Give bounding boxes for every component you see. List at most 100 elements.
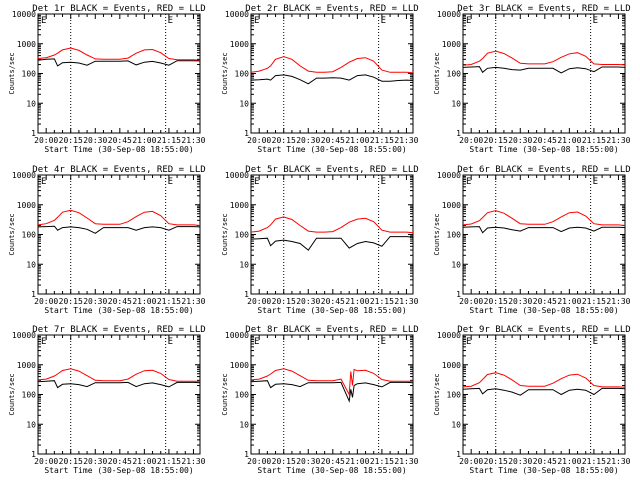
x-tick-label: 21:00 <box>557 297 581 306</box>
x-tick-label: 20:15 <box>59 297 83 306</box>
events-series-line <box>250 74 414 85</box>
events-series-line <box>37 380 201 389</box>
y-axis-label: Counts/sec <box>433 373 441 415</box>
y-tick-label: 1 <box>456 129 461 138</box>
corner-mark: E <box>41 337 46 347</box>
y-tick-label: 1 <box>244 129 249 138</box>
x-tick-label: 21:15 <box>157 457 181 466</box>
x-tick-label: 21:15 <box>370 457 394 466</box>
x-tick-label: 21:15 <box>582 297 606 306</box>
x-tick-label: 20:30 <box>508 136 532 145</box>
y-tick-label: 1000 <box>17 361 36 370</box>
x-tick-label: 20:30 <box>83 457 107 466</box>
y-tick-label: 10000 <box>12 171 36 180</box>
x-tick-label: 21:00 <box>557 457 581 466</box>
events-series-line <box>462 226 626 234</box>
x-tick-label: 20:15 <box>484 136 508 145</box>
detector-panel: Det 9r BLACK = Events, RED = LLD 1 10 100 10… <box>433 325 631 475</box>
x-tick-label: 21:30 <box>181 136 205 145</box>
x-tick-label: 21:30 <box>394 297 418 306</box>
y-tick-label: 1000 <box>230 361 249 370</box>
x-tick-label: 20:00 <box>459 457 483 466</box>
y-tick-label: 1000 <box>17 40 36 49</box>
detector-panel: Det 7r BLACK = Events, RED = LLD 1 10 100 10… <box>8 325 206 475</box>
y-tick-label: 10 <box>26 420 36 429</box>
plot-title: Det 1r BLACK = Events, RED = LLD <box>32 4 205 14</box>
x-tick-label: 21:15 <box>582 457 606 466</box>
y-tick-label: 1 <box>244 290 249 299</box>
x-tick-label: 21:00 <box>132 297 156 306</box>
x-tick-label: 20:30 <box>508 457 532 466</box>
y-tick-label: 10000 <box>437 171 461 180</box>
y-tick-label: 10 <box>239 260 249 269</box>
x-tick-label: 20:45 <box>533 136 557 145</box>
x-tick-label: 21:30 <box>394 136 418 145</box>
detector-panel: Det 6r BLACK = Events, RED = LLD 1 10 100 10… <box>433 165 631 315</box>
y-tick-label: 100 <box>447 391 462 400</box>
x-tick-label: 20:30 <box>296 457 320 466</box>
detector-panel: Det 1r BLACK = Events, RED = LLD 1 10 100 10… <box>8 4 206 154</box>
x-tick-label: 21:00 <box>557 136 581 145</box>
corner-mark: E <box>466 337 471 347</box>
x-tick-label: 20:15 <box>272 457 296 466</box>
y-tick-label: 1 <box>456 290 461 299</box>
y-tick-label: 1000 <box>442 361 461 370</box>
lld-series-line <box>250 216 414 234</box>
y-tick-label: 1000 <box>230 201 249 210</box>
y-tick-label: 10000 <box>225 331 249 340</box>
x-axis-label: Start Time (30-Sep-08 18:55:00) <box>44 306 193 315</box>
x-tick-label: 20:45 <box>108 457 132 466</box>
y-tick-label: 1 <box>31 129 36 138</box>
x-tick-label: 20:15 <box>484 297 508 306</box>
x-tick-label: 20:00 <box>247 457 271 466</box>
events-series-line <box>250 380 414 403</box>
x-axis-label: Start Time (30-Sep-08 18:55:00) <box>44 145 193 154</box>
x-tick-label: 21:15 <box>370 297 394 306</box>
plot-title: Det 2r BLACK = Events, RED = LLD <box>245 4 418 14</box>
x-tick-label: 20:15 <box>272 297 296 306</box>
lld-series-line <box>462 372 626 388</box>
x-tick-label: 20:15 <box>272 136 296 145</box>
x-tick-label: 21:30 <box>394 457 418 466</box>
y-tick-label: 10000 <box>225 171 249 180</box>
y-tick-label: 1000 <box>442 201 461 210</box>
corner-mark: E <box>41 177 46 187</box>
y-axis-label: Counts/sec <box>433 213 441 255</box>
x-tick-label: 20:00 <box>34 297 58 306</box>
plot-title: Det 6r BLACK = Events, RED = LLD <box>457 165 630 175</box>
x-tick-label: 21:00 <box>132 457 156 466</box>
y-tick-label: 10 <box>451 260 461 269</box>
y-tick-label: 100 <box>22 70 37 79</box>
lld-series-line <box>37 47 201 61</box>
x-tick-label: 21:00 <box>132 136 156 145</box>
y-tick-label: 1 <box>244 450 249 459</box>
y-tick-label: 100 <box>235 70 250 79</box>
x-tick-label: 20:30 <box>83 297 107 306</box>
corner-mark: E <box>168 337 173 347</box>
y-tick-label: 10 <box>239 420 249 429</box>
y-tick-label: 1000 <box>17 201 36 210</box>
y-tick-label: 10 <box>26 260 36 269</box>
y-tick-label: 1 <box>31 450 36 459</box>
events-series-line <box>462 66 626 74</box>
y-tick-label: 10000 <box>437 331 461 340</box>
corner-mark: E <box>41 16 46 26</box>
y-axis-label: Counts/sec <box>8 52 16 94</box>
x-tick-label: 21:15 <box>370 136 394 145</box>
events-series-line <box>37 225 201 234</box>
detector-panel: Det 4r BLACK = Events, RED = LLD 1 10 100 10… <box>8 165 206 315</box>
x-tick-label: 20:00 <box>247 136 271 145</box>
corner-mark: E <box>466 177 471 187</box>
x-tick-label: 21:15 <box>157 136 181 145</box>
lld-series-line <box>462 210 626 226</box>
x-axis-label: Start Time (30-Sep-08 18:55:00) <box>44 466 193 475</box>
plot-title: Det 8r BLACK = Events, RED = LLD <box>245 325 418 335</box>
corner-mark: E <box>254 16 259 26</box>
x-tick-label: 21:00 <box>345 297 369 306</box>
plot-title: Det 7r BLACK = Events, RED = LLD <box>32 325 205 335</box>
x-tick-label: 20:15 <box>59 136 83 145</box>
lld-series-line <box>37 368 201 382</box>
y-tick-label: 100 <box>22 391 37 400</box>
x-axis-label: Start Time (30-Sep-08 18:55:00) <box>469 145 618 154</box>
corner-mark: E <box>381 177 386 187</box>
